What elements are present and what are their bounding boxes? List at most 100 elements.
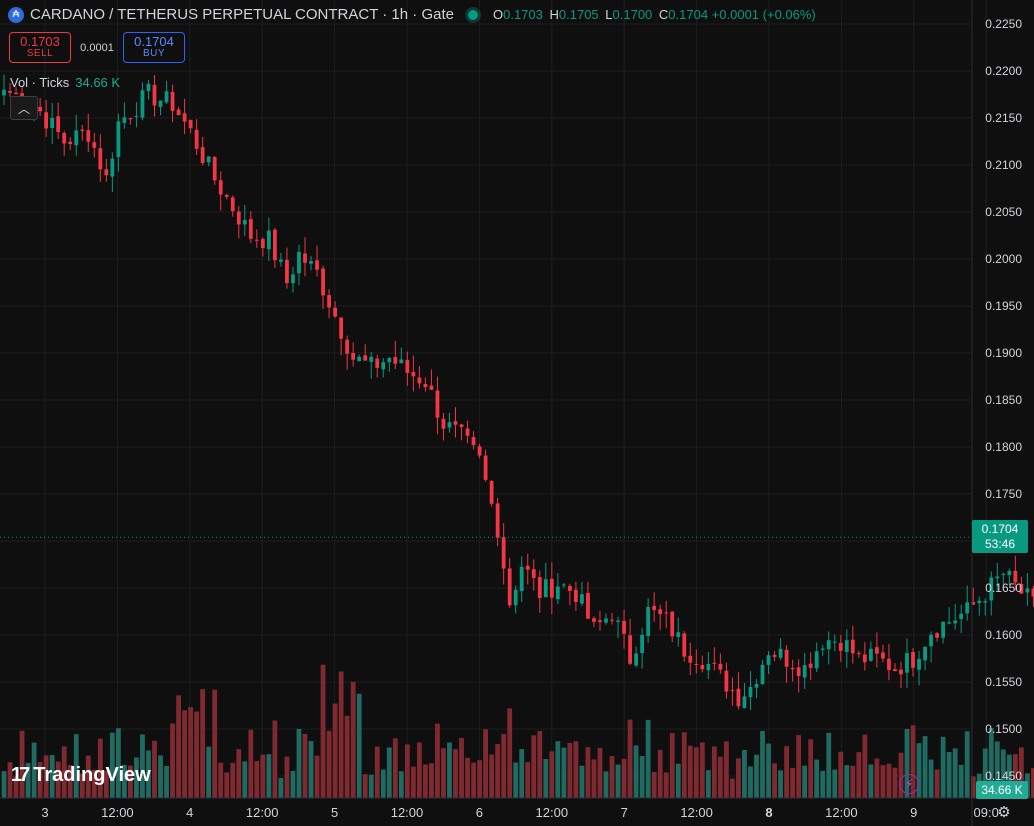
- candles: [2, 74, 1034, 710]
- volume-bar: [453, 749, 458, 798]
- volume-bar: [128, 765, 133, 798]
- candle-body: [224, 195, 229, 197]
- time-tick-label: 5: [331, 805, 338, 820]
- candle-body: [868, 648, 873, 661]
- candle-body: [923, 646, 927, 661]
- volume-legend[interactable]: Vol · Ticks 34.66 K: [10, 75, 121, 90]
- candle-body: [766, 655, 771, 665]
- candle-body: [760, 664, 765, 685]
- volume-bar: [790, 767, 796, 798]
- candle-body: [333, 307, 337, 317]
- volume-bar: [1006, 754, 1012, 798]
- price-axis[interactable]: 0.2250 0.2200 0.2150 0.2100 0.2050 0.2000 0.19…: [985, 17, 1022, 783]
- lightning-icon[interactable]: ⚡: [899, 774, 919, 794]
- volume-bar: [13, 776, 19, 798]
- candle-body: [303, 253, 307, 263]
- volume-bar: [224, 772, 230, 798]
- candle-body: [802, 665, 807, 678]
- volume-bar: [344, 715, 350, 798]
- candle-body: [971, 602, 976, 605]
- volume-bar: [699, 742, 705, 798]
- volume-bar: [681, 732, 687, 798]
- volume-bar: [585, 747, 591, 798]
- candle-body: [724, 670, 729, 692]
- volume-bar: [693, 747, 699, 798]
- candle-body: [387, 357, 392, 363]
- volume-bar: [109, 732, 115, 798]
- sell-button[interactable]: 0.1703 SELL: [9, 32, 71, 63]
- candle-body: [808, 663, 813, 668]
- volume-bar: [621, 758, 627, 798]
- candle-body: [664, 612, 669, 614]
- volume-bar: [435, 723, 440, 798]
- chevron-up-icon[interactable]: ︿: [10, 96, 38, 120]
- volume-bar: [501, 733, 507, 798]
- candle-body: [260, 239, 265, 249]
- volume-bar: [218, 762, 224, 798]
- volume-bar: [362, 774, 368, 798]
- volume-bar: [886, 763, 892, 798]
- candle-body: [74, 130, 79, 146]
- volume-bar: [158, 755, 163, 798]
- volume-bar: [296, 728, 302, 798]
- candle-body: [688, 655, 693, 663]
- candle-body: [411, 371, 416, 377]
- volume-bar: [597, 747, 603, 798]
- volume-bar: [79, 773, 85, 798]
- price-tick-label: 0.1650: [985, 581, 1022, 595]
- volume-bar: [146, 750, 151, 798]
- candle-body: [652, 605, 657, 611]
- buy-button[interactable]: 0.1704 BUY: [123, 32, 185, 63]
- candle-body: [285, 259, 289, 284]
- volume-bar: [19, 730, 25, 798]
- candle-body: [989, 577, 994, 601]
- candle-body: [297, 251, 301, 274]
- volume-bar: [260, 754, 266, 798]
- volume-bar: [85, 755, 91, 798]
- settings-gear-icon[interactable]: ⚙: [997, 804, 1011, 821]
- volume-bar: [940, 736, 946, 798]
- volume-bar: [711, 746, 717, 798]
- volume-bar: [326, 730, 332, 798]
- volume-bar: [43, 755, 49, 798]
- symbol-legend: ₳ CARDANO / TETHERUS PERPETUAL CONTRACT …: [8, 6, 816, 23]
- symbol-title[interactable]: CARDANO / TETHERUS PERPETUAL CONTRACT · …: [30, 6, 454, 23]
- volume-bar: [356, 693, 362, 798]
- volume-bar: [651, 771, 657, 798]
- volume-bar: [152, 740, 157, 798]
- tradingview-logo[interactable]: 17 TradingView: [11, 764, 151, 786]
- cardano-coin-icon[interactable]: ₳: [8, 6, 24, 23]
- volume-bar: [115, 728, 121, 798]
- volume-bar: [350, 681, 356, 798]
- volume-bar: [338, 671, 344, 798]
- candle-body: [273, 229, 277, 261]
- candle-body: [1025, 588, 1030, 593]
- volume-bar: [248, 729, 254, 798]
- volume-bar: [742, 750, 747, 798]
- volume-bar: [910, 725, 916, 798]
- candle-body: [1019, 583, 1024, 594]
- volume-bar: [380, 769, 386, 798]
- candle-body: [447, 422, 452, 428]
- time-tick-label: 12:00: [536, 805, 569, 820]
- candle-body: [134, 115, 139, 117]
- volume-bar: [290, 770, 296, 798]
- ohlc-values: O0.1703 H0.1705 L0.1700 C0.1704 +0.0001 …: [492, 7, 816, 22]
- volume-bar: [952, 748, 958, 798]
- volume-bar: [320, 664, 326, 798]
- candle-body: [50, 117, 55, 128]
- volume-bar: [754, 754, 759, 798]
- candle-body: [917, 658, 921, 670]
- candle-body: [634, 653, 638, 666]
- volume-bar: [856, 752, 862, 798]
- volume-bar: [368, 774, 374, 798]
- candle-body: [628, 635, 632, 664]
- volume-bar: [730, 778, 735, 798]
- candle-body: [405, 360, 410, 373]
- volume-bar: [525, 762, 531, 798]
- volume-bar: [868, 764, 874, 798]
- candle-body: [580, 594, 584, 604]
- candle-body: [549, 578, 554, 598]
